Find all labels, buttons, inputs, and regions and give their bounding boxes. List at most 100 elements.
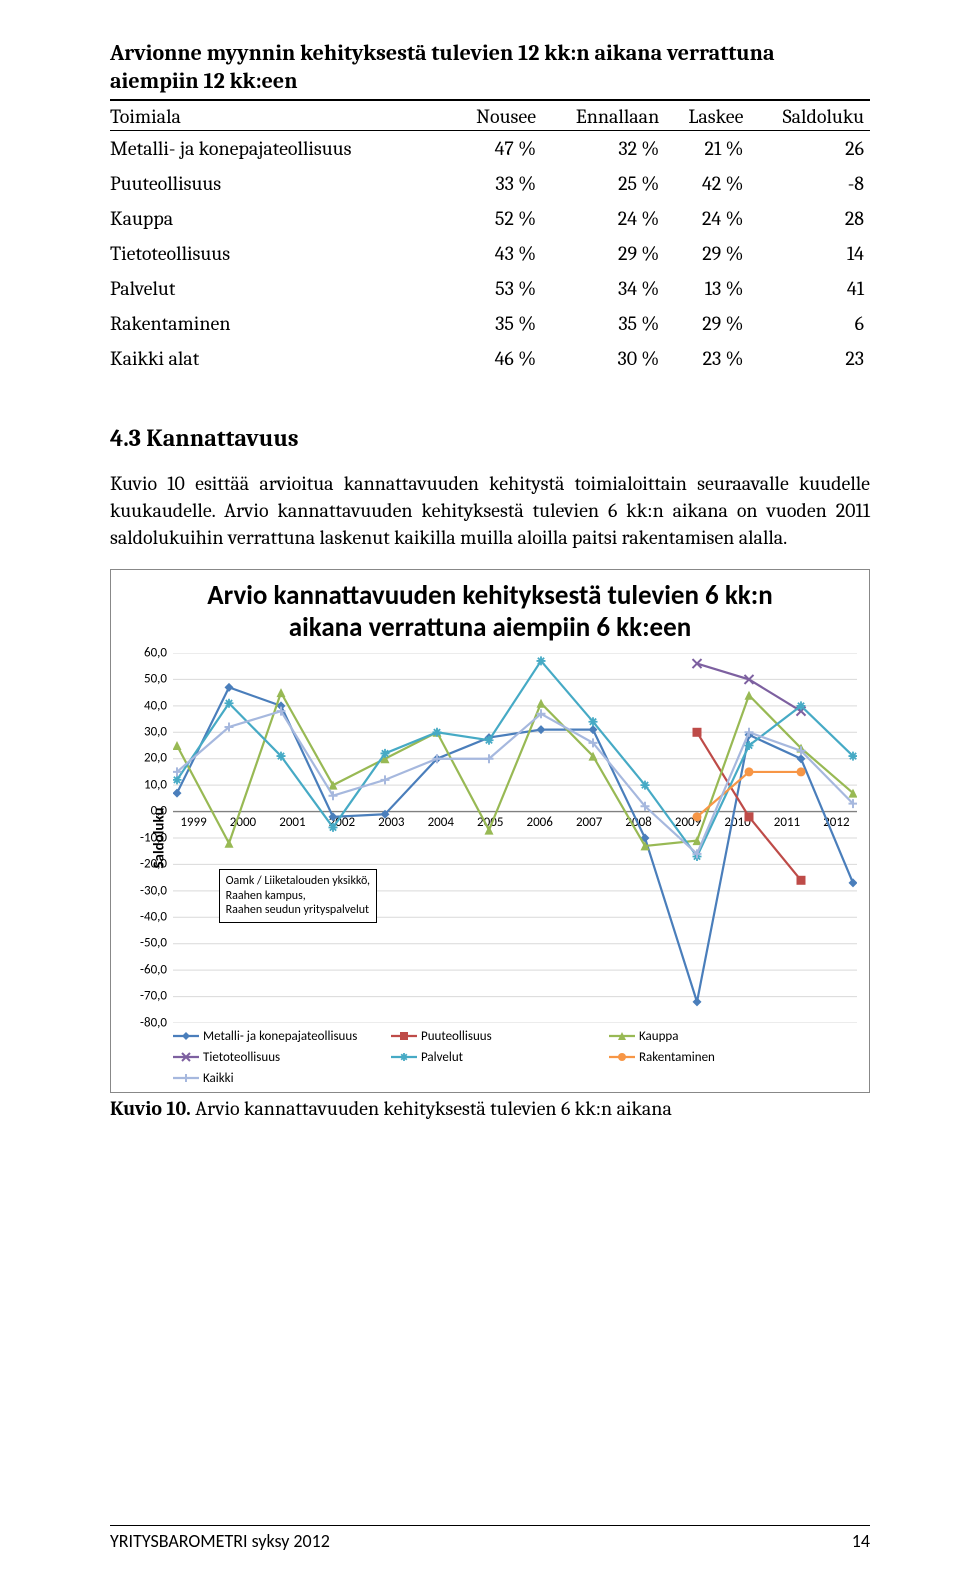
th-laskee: Laskee	[665, 100, 749, 131]
y-tick-label: -30,0	[119, 883, 167, 898]
row-label: Rakentaminen	[110, 306, 451, 341]
table-row: Tietoteollisuus 43 % 29 % 29 % 14	[110, 236, 870, 271]
y-tick-label: 10,0	[119, 777, 167, 792]
row-c4: 6	[749, 306, 870, 341]
row-c4: -8	[749, 166, 870, 201]
row-c3: 24 %	[665, 201, 749, 236]
legend-label: Palvelut	[421, 1050, 463, 1065]
source-line3: Raahen seudun yrityspalvelut	[226, 903, 370, 917]
legend-label: Tietoteollisuus	[203, 1050, 280, 1065]
row-c3: 13 %	[665, 271, 749, 306]
legend-swatch	[609, 1029, 635, 1043]
row-c1: 33 %	[451, 166, 542, 201]
th-ennallaan: Ennallaan	[542, 100, 665, 131]
y-tick-label: -40,0	[119, 910, 167, 925]
legend-label: Metalli- ja konepajateollisuus	[203, 1029, 357, 1044]
legend-item: Rakentaminen	[609, 1050, 809, 1065]
y-tick-label: -70,0	[119, 989, 167, 1004]
body-paragraph: Kuvio 10 esittää arvioitua kannattavuude…	[110, 470, 870, 551]
row-c2: 25 %	[542, 166, 665, 201]
row-c2: 29 %	[542, 236, 665, 271]
legend-label: Kauppa	[639, 1029, 678, 1044]
section-heading: 4.3 Kannattavuus	[110, 424, 870, 452]
table-row: Puuteollisuus 33 % 25 % 42 % -8	[110, 166, 870, 201]
row-c3: 21 %	[665, 131, 749, 167]
row-c4: 23	[749, 341, 870, 376]
row-label: Palvelut	[110, 271, 451, 306]
row-c3: 29 %	[665, 306, 749, 341]
page-footer: YRITYSBAROMETRI syksy 2012 14	[110, 1525, 870, 1552]
th-saldoluku: Saldoluku	[749, 100, 870, 131]
row-c2: 35 %	[542, 306, 665, 341]
y-tick-label: -20,0	[119, 857, 167, 872]
th-nousee: Nousee	[451, 100, 542, 131]
row-label: Tietoteollisuus	[110, 236, 451, 271]
y-tick-label: 60,0	[119, 645, 167, 660]
chart-legend: Metalli- ja konepajateollisuus Puuteollis…	[173, 1029, 863, 1086]
row-c4: 41	[749, 271, 870, 306]
row-label: Kaikki alat	[110, 341, 451, 376]
table-row: Palvelut 53 % 34 % 13 % 41	[110, 271, 870, 306]
table-row: Metalli- ja konepajateollisuus 47 % 32 %…	[110, 131, 870, 167]
y-tick-label: 0,0	[119, 804, 167, 819]
figure-caption: Kuvio 10. Arvio kannattavuuden kehitykse…	[110, 1097, 870, 1120]
chart-area: Saldoluku -80,0-70,0-60,0-50,0-40,0-30,0…	[173, 653, 857, 1023]
row-c3: 29 %	[665, 236, 749, 271]
table-header-row: Toimiala Nousee Ennallaan Laskee Saldolu…	[110, 100, 870, 131]
table-title: Arvionne myynnin kehityksestä tulevien 1…	[110, 40, 870, 95]
caption-bold: Kuvio 10.	[110, 1097, 191, 1120]
source-line2: Raahen kampus,	[226, 889, 370, 903]
legend-label: Kaikki	[203, 1071, 234, 1086]
footer-left: YRITYSBAROMETRI syksy 2012	[110, 1530, 330, 1552]
legend-swatch	[173, 1050, 199, 1064]
legend-item: Puuteollisuus	[391, 1029, 591, 1044]
y-tick-label: -60,0	[119, 962, 167, 977]
row-c4: 14	[749, 236, 870, 271]
table-title-line1: Arvionne myynnin kehityksestä tulevien 1…	[110, 40, 775, 66]
data-table: Toimiala Nousee Ennallaan Laskee Saldolu…	[110, 99, 870, 376]
row-label: Metalli- ja konepajateollisuus	[110, 131, 451, 167]
legend-swatch	[391, 1029, 417, 1043]
legend-item: Kaikki	[173, 1071, 373, 1086]
legend-item: Kauppa	[609, 1029, 809, 1044]
chart-frame: Arvio kannattavuuden kehityksestä tulevi…	[110, 569, 870, 1093]
footer-right: 14	[852, 1530, 870, 1552]
y-tick-label: -50,0	[119, 936, 167, 951]
th-toimiala: Toimiala	[110, 100, 451, 131]
row-c1: 35 %	[451, 306, 542, 341]
legend-item: Palvelut	[391, 1050, 591, 1065]
table-row: Kauppa 52 % 24 % 24 % 28	[110, 201, 870, 236]
row-c2: 34 %	[542, 271, 665, 306]
caption-rest: Arvio kannattavuuden kehityksestä tulevi…	[191, 1097, 672, 1120]
row-c3: 42 %	[665, 166, 749, 201]
row-c1: 53 %	[451, 271, 542, 306]
row-c4: 26	[749, 131, 870, 167]
y-tick-label: -80,0	[119, 1015, 167, 1030]
y-tick-label: 50,0	[119, 672, 167, 687]
y-tick-label: 30,0	[119, 725, 167, 740]
legend-label: Puuteollisuus	[421, 1029, 492, 1044]
chart-title-line1: Arvio kannattavuuden kehityksestä tulevi…	[207, 579, 772, 612]
y-tick-label: 40,0	[119, 698, 167, 713]
chart-svg	[173, 653, 857, 1023]
row-c2: 30 %	[542, 341, 665, 376]
row-c2: 24 %	[542, 201, 665, 236]
legend-item: Metalli- ja konepajateollisuus	[173, 1029, 373, 1044]
legend-swatch	[609, 1050, 635, 1064]
row-label: Puuteollisuus	[110, 166, 451, 201]
legend-label: Rakentaminen	[639, 1050, 715, 1065]
legend-item: Tietoteollisuus	[173, 1050, 373, 1065]
legend-swatch	[173, 1029, 199, 1043]
row-c1: 46 %	[451, 341, 542, 376]
legend-swatch	[391, 1050, 417, 1064]
y-tick-label: 20,0	[119, 751, 167, 766]
source-line1: Oamk / Liiketalouden yksikkö,	[226, 874, 370, 888]
table-row: Rakentaminen 35 % 35 % 29 % 6	[110, 306, 870, 341]
row-c3: 23 %	[665, 341, 749, 376]
chart-title-line2: aikana verrattuna aiempiin 6 kk:een	[289, 611, 691, 644]
chart-title: Arvio kannattavuuden kehityksestä tulevi…	[117, 580, 863, 645]
y-tick-label: -10,0	[119, 830, 167, 845]
row-c1: 43 %	[451, 236, 542, 271]
table-title-line2: aiempiin 12 kk:een	[110, 68, 298, 94]
row-c1: 47 %	[451, 131, 542, 167]
